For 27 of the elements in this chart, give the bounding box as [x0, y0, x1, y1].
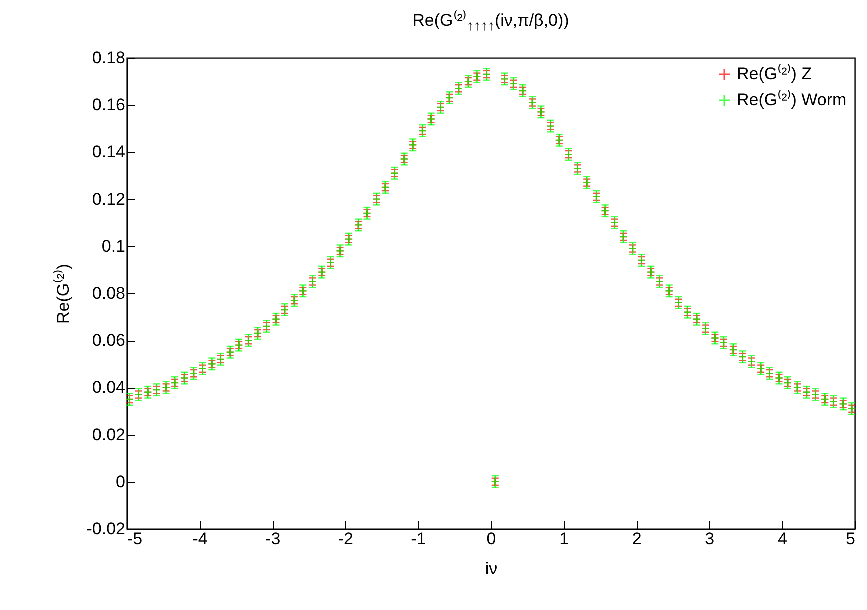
x-tick-label: 3 [705, 530, 715, 548]
y-tick-label: 0.08 [92, 284, 126, 303]
y-axis-title: Re(G⁽²⁾) [52, 264, 73, 324]
y-tick-label: 0 [116, 472, 126, 492]
x-tick-label: 1 [560, 530, 570, 548]
y-tick-label: 0.12 [92, 190, 126, 209]
chart-title: Re(G⁽²⁾$_{↑↑↑↑}$(iν,π/β,0)) [412, 10, 570, 34]
y-tick-label: 0.04 [92, 378, 126, 398]
x-tick-label: -5 [128, 530, 143, 548]
x-tick-label: -1 [411, 530, 426, 548]
y-tick-label: 0.06 [92, 331, 126, 350]
y-tick-label: 0.1 [102, 236, 126, 256]
x-tick-label: 0 [486, 530, 496, 548]
y-tick-label: 0.18 [92, 48, 126, 68]
x-tick-label: -2 [338, 530, 354, 548]
x-tick-label: 5 [846, 530, 856, 548]
legend-label: Re(G⁽²⁾) Worm [737, 90, 847, 110]
y-tick-label: 0.02 [92, 425, 126, 444]
x-axis-title: iν [485, 560, 498, 578]
y-tick-label: 0.14 [92, 142, 126, 162]
x-tick-label: -3 [266, 530, 281, 548]
x-tick-label: 2 [632, 530, 642, 548]
x-tick-label: -4 [192, 530, 208, 548]
y-tick-label: 0.16 [92, 96, 126, 115]
x-tick-label: 4 [778, 530, 788, 548]
legend-label: Re(G⁽²⁾) Z [737, 64, 812, 84]
y-tick-label: -0.02 [86, 520, 126, 538]
